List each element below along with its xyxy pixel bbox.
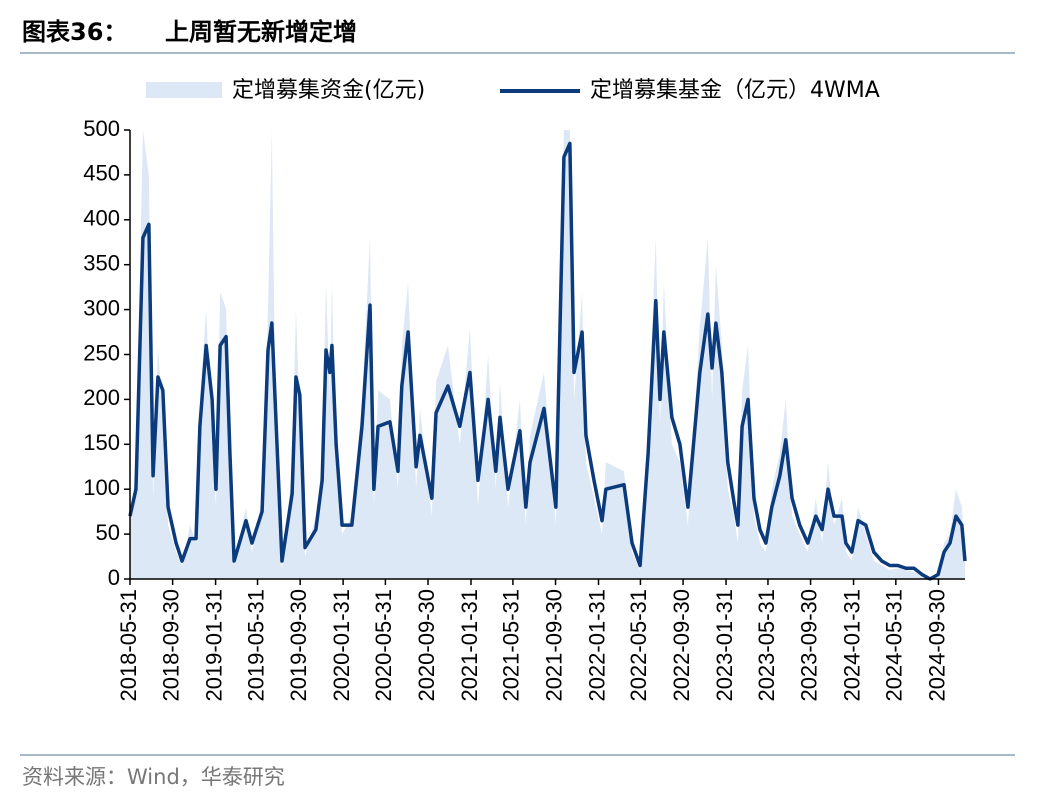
line (128, 141, 967, 581)
y-tick-label: 250 (83, 340, 120, 365)
y-tick-label: 400 (83, 206, 120, 231)
y-tick-label: 150 (83, 430, 120, 455)
x-tick-label: 2024-05-31 (882, 589, 907, 702)
source: 资料来源：Wind，华泰研究 (22, 765, 285, 789)
x-tick-label: 2020-01-31 (329, 589, 354, 702)
legend-label: 定增募集基金（亿元）4WMA (590, 78, 880, 103)
area (130, 130, 965, 579)
y-tick-label: 0 (108, 565, 120, 590)
chart-title: 上周暂无新增定增 (165, 18, 357, 46)
x-tick-label: 2019-01-31 (201, 589, 226, 702)
x-tick-label: 2024-09-30 (924, 589, 949, 702)
y-tick-label: 50 (96, 520, 120, 545)
x-tick-label: 2023-05-31 (754, 589, 779, 702)
x-tick-label: 2022-09-30 (669, 589, 694, 702)
x-tick-label: 2019-09-30 (286, 589, 311, 702)
x-tick-label: 2020-05-31 (371, 589, 396, 702)
x-tick-label: 2021-01-31 (457, 589, 482, 702)
x-tick-label: 2024-01-31 (839, 589, 864, 702)
x-tick-label: 2020-09-30 (414, 589, 439, 702)
y-tick-label: 350 (83, 251, 120, 276)
y-tick-label: 100 (83, 475, 120, 500)
x-tick-label: 2023-01-31 (712, 589, 737, 702)
chart-label: 图表36： (22, 18, 127, 46)
y-tick-label: 200 (83, 385, 120, 410)
y-tick-label: 500 (83, 116, 120, 141)
x-tick-label: 2018-05-31 (116, 589, 141, 702)
legend-label: 定增募集资金(亿元) (232, 78, 425, 103)
x-tick-label: 2022-05-31 (626, 589, 651, 702)
y-tick-label: 450 (83, 161, 120, 186)
x-tick-label: 2023-09-30 (796, 589, 821, 702)
x-tick-label: 2019-05-31 (243, 589, 268, 702)
x-tick-label: 2022-01-31 (584, 589, 609, 702)
x-tick-label: 2021-05-31 (499, 589, 524, 702)
x-tick-label: 2021-09-30 (541, 589, 566, 702)
y-tick-label: 300 (83, 295, 120, 320)
legend-swatch-area (146, 82, 222, 98)
x-tick-label: 2018-09-30 (158, 589, 183, 702)
